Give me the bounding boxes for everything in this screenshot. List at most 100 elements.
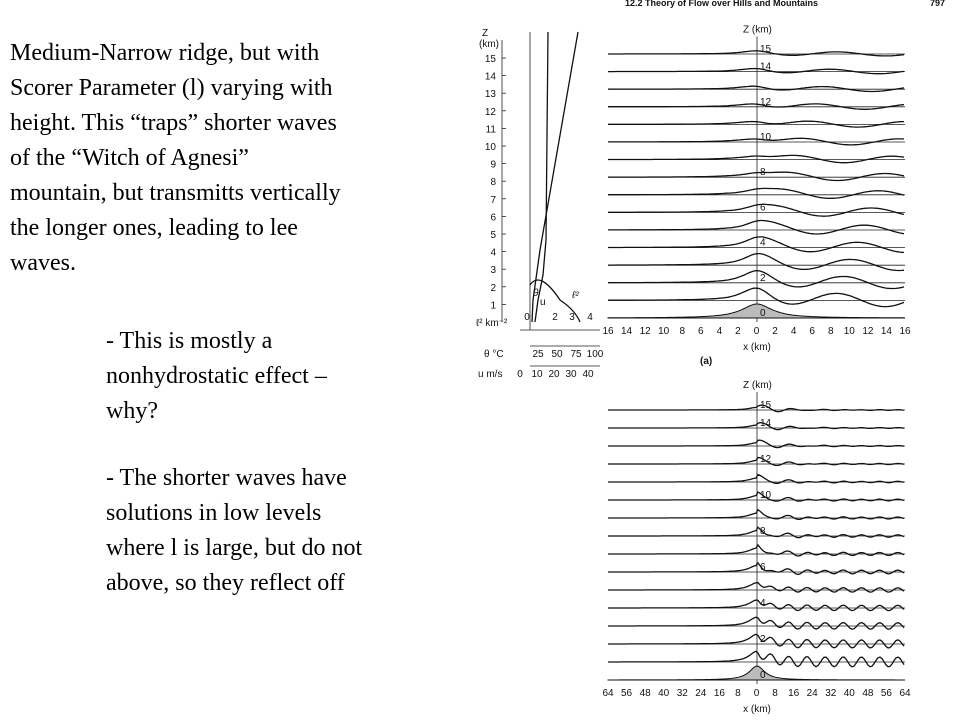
paragraph-line: height. This “traps” shorter waves: [10, 110, 337, 136]
z-axis-label: Z (km): [743, 24, 772, 35]
streamline: [608, 252, 905, 272]
z-tick-label: 15: [760, 400, 772, 411]
z-tick-label: 4: [760, 238, 766, 249]
streamline: [608, 236, 905, 254]
z-tick-label: 15: [485, 54, 497, 65]
streamline: [608, 219, 905, 235]
mountain: [607, 303, 906, 319]
z-tick-label: 4: [760, 598, 766, 609]
bullet-line: - The shorter waves have: [106, 465, 347, 491]
header-section: 12.2 Theory of Flow over Hills and Mount…: [625, 0, 818, 8]
streamline: [608, 456, 905, 467]
streamline: [608, 633, 905, 649]
x-tick-label: 16: [788, 688, 800, 699]
streamline: [608, 439, 905, 449]
z-tick-label: 13: [485, 89, 497, 100]
l2-tick-label: 3: [569, 312, 575, 323]
x-tick-label: 8: [679, 326, 685, 337]
z-tick-label: 11: [486, 124, 497, 135]
streamline: [608, 582, 905, 593]
profile-lines: [501, 31, 600, 367]
streamline: [608, 543, 905, 557]
z-tick-label: 10: [760, 490, 772, 501]
streamline: [608, 120, 904, 128]
z-axis-label: Z (km): [743, 380, 772, 391]
streamline: [608, 616, 905, 630]
z-unit: (km): [479, 39, 499, 50]
x-tick-label: 14: [621, 326, 633, 337]
z-tick-label: 6: [760, 202, 766, 213]
x-tick-label: 64: [899, 688, 911, 699]
l2-curve: [529, 279, 581, 323]
u-tick-label: 40: [582, 369, 594, 380]
z-tick-label: 14: [760, 418, 772, 429]
z-tick-label: 5: [490, 230, 496, 241]
paragraph-line: mountain, but transmitts vertically: [10, 180, 341, 206]
x-tick-label: 48: [862, 688, 874, 699]
x-axis-label: x (km): [743, 342, 771, 353]
streamline: [608, 171, 905, 182]
streamline: [608, 650, 905, 668]
streamline: [608, 50, 905, 57]
z-tick-label: 14: [485, 72, 497, 83]
x-tick-label: 24: [695, 688, 707, 699]
x-tick-label: 10: [658, 326, 670, 337]
header-page: 797: [930, 0, 945, 8]
paragraph-line: the longer ones, leading to lee: [10, 215, 298, 241]
x-tick-label: 8: [772, 688, 778, 699]
z-tick-label: 2: [760, 634, 766, 645]
streamline: [608, 404, 905, 413]
streamline: [608, 187, 905, 199]
z-tick-label: 15: [760, 44, 772, 55]
bullet-line: - This is mostly a: [106, 328, 273, 354]
paragraph-line: Medium-Narrow ridge, but with: [10, 40, 319, 66]
bullet-line: nonhydrostatic effect –: [106, 363, 328, 389]
x-tick-label: 16: [899, 326, 911, 337]
u-tick-label: 0: [517, 369, 523, 380]
z-tick-label: 6: [760, 562, 766, 573]
z-tick-label: 2: [490, 283, 496, 294]
u-curve-label: u: [540, 297, 546, 308]
streamline: [608, 203, 905, 217]
x-tick-label: 40: [658, 688, 670, 699]
streamline: [607, 270, 905, 290]
u-tick-label: 10: [531, 369, 543, 380]
z-tick-label: 10: [760, 132, 772, 143]
streamline: [608, 599, 905, 612]
x-tick-label: 56: [621, 688, 633, 699]
x-tick-label: 32: [825, 688, 837, 699]
streamline: [608, 137, 905, 146]
bullet-line: where l is large, but do not: [106, 535, 363, 561]
z-tick-label: 2: [760, 273, 766, 284]
l2-tick-label: 0: [524, 312, 530, 323]
theta-tick-label: 75: [570, 349, 582, 360]
u-curve: [534, 31, 549, 323]
theta-tick-label: 50: [551, 349, 563, 360]
x-tick-label: 32: [677, 688, 689, 699]
streamline: [607, 85, 905, 93]
x-tick-label: 64: [602, 688, 614, 699]
theta-tick-label: 100: [587, 349, 604, 360]
z-label: Z: [482, 28, 488, 39]
z-tick-label: 7: [490, 195, 496, 206]
streamline: [608, 287, 905, 308]
x-tick-label: 4: [717, 326, 723, 337]
panel-tag: (a): [700, 356, 712, 367]
x-tick-label: 14: [881, 326, 893, 337]
theta-curve: [531, 31, 579, 323]
paragraph-line: Scorer Parameter (l) varying with: [10, 75, 333, 101]
z-tick-label: 14: [760, 62, 772, 73]
x-tick-label: 12: [640, 326, 652, 337]
x-tick-label: 6: [809, 326, 815, 337]
z-tick-label: 8: [490, 177, 496, 188]
x-tick-label: 2: [735, 326, 741, 337]
z-tick-label: 0: [760, 670, 766, 681]
l2-axis-label: ℓ² km⁻²: [476, 318, 508, 329]
x-tick-label: 2: [772, 326, 778, 337]
z-tick-label: 12: [485, 107, 497, 118]
u-axis-label: u m/s: [478, 369, 502, 380]
z-tick-label: 12: [760, 454, 772, 465]
paragraph-line: waves.: [10, 250, 76, 276]
bullet-line: above, so they reflect off: [106, 570, 345, 596]
streamline: [608, 154, 905, 164]
